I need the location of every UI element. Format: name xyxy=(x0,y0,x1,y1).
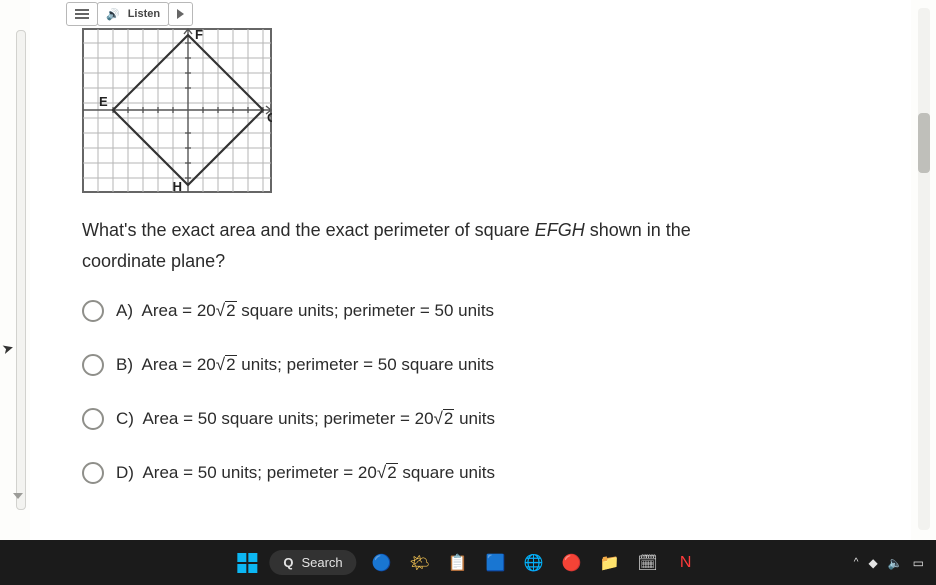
answer-d-letter: D) xyxy=(116,463,134,482)
app-window: ➤ 🔊 Listen xyxy=(0,0,936,540)
taskbar-search[interactable]: Q Search xyxy=(269,550,356,575)
answer-b-rad: 2 xyxy=(225,355,236,373)
volume-icon[interactable]: 🔈 xyxy=(888,556,903,570)
radio-b[interactable] xyxy=(82,354,104,376)
scroll-track[interactable] xyxy=(918,8,930,530)
answer-a-rad: 2 xyxy=(225,301,236,319)
answer-d-pre: Area = 50 units; perimeter = xyxy=(142,463,357,482)
answer-b-pre: Area = xyxy=(142,355,197,374)
coordinate-diagram: E F G H xyxy=(82,28,272,193)
listen-button[interactable]: 🔊 Listen xyxy=(97,2,169,26)
play-icon xyxy=(177,9,184,19)
question-line2: coordinate plane? xyxy=(82,251,225,271)
answer-b-label: B) Area = 20√2 units; perimeter = 50 squ… xyxy=(116,355,494,375)
explorer-icon[interactable]: 📁 xyxy=(597,550,623,576)
top-toolbar: 🔊 Listen xyxy=(66,2,193,26)
answer-c-pre: Area = 50 square units; perimeter = xyxy=(142,409,414,428)
answer-list: A) Area = 20√2 square units; perimeter =… xyxy=(82,300,851,484)
answer-c-letter: C) xyxy=(116,409,134,428)
question-line1-post: shown in the xyxy=(585,220,691,240)
question-text: What's the exact area and the exact peri… xyxy=(82,215,851,276)
answer-d-mid: square units xyxy=(398,463,495,482)
answer-option-d[interactable]: D) Area = 50 units; perimeter = 20√2 squ… xyxy=(82,462,851,484)
search-icon: Q xyxy=(283,555,293,570)
answer-d-num: 20 xyxy=(358,463,377,482)
answer-a-pre: Area = xyxy=(142,301,197,320)
answer-option-c[interactable]: C) Area = 50 square units; perimeter = 2… xyxy=(82,408,851,430)
chrome-icon[interactable]: 🔴 xyxy=(559,550,585,576)
task-view-icon[interactable]: 📋 xyxy=(445,550,471,576)
play-button[interactable] xyxy=(168,2,193,26)
answer-c-num: 20 xyxy=(415,409,434,428)
windows-taskbar: Q Search 🔵 🌤 📋 🟦 🌐 🔴 📁 🗓 N ^ ◆ 🔈 ▭ xyxy=(0,540,936,585)
wifi-icon[interactable]: ◆ xyxy=(868,556,877,570)
weather-icon[interactable]: 🌤 xyxy=(407,550,433,576)
svg-text:E: E xyxy=(99,94,108,109)
copilot-icon[interactable]: 🟦 xyxy=(483,550,509,576)
taskbar-app-icons: 🔵 🌤 📋 🟦 🌐 🔴 📁 🗓 N xyxy=(369,550,699,576)
menu-button[interactable] xyxy=(66,2,98,26)
question-line1-pre: What's the exact area and the exact peri… xyxy=(82,220,535,240)
start-button[interactable] xyxy=(237,553,257,573)
radio-a[interactable] xyxy=(82,300,104,322)
scroll-thumb[interactable] xyxy=(918,113,930,173)
cursor-icon: ➤ xyxy=(0,339,16,358)
listen-label: Listen xyxy=(128,8,160,20)
hamburger-icon xyxy=(75,9,89,19)
answer-c-rad: 2 xyxy=(443,409,454,427)
svg-text:G: G xyxy=(267,110,272,125)
left-scrollbar[interactable] xyxy=(16,30,26,510)
answer-d-rad: 2 xyxy=(386,463,397,481)
taskbar-center: Q Search 🔵 🌤 📋 🟦 🌐 🔴 📁 🗓 N xyxy=(237,550,698,576)
svg-text:H: H xyxy=(173,179,182,193)
answer-c-mid: units xyxy=(454,409,495,428)
content-panel: 🔊 Listen xyxy=(30,0,911,540)
notion-icon[interactable]: N xyxy=(673,550,699,576)
answer-b-letter: B) xyxy=(116,355,133,374)
answer-option-a[interactable]: A) Area = 20√2 square units; perimeter =… xyxy=(82,300,851,322)
battery-icon[interactable]: ▭ xyxy=(913,556,924,570)
answer-d-label: D) Area = 50 units; perimeter = 20√2 squ… xyxy=(116,463,495,483)
answer-c-label: C) Area = 50 square units; perimeter = 2… xyxy=(116,409,495,429)
answer-a-label: A) Area = 20√2 square units; perimeter =… xyxy=(116,301,494,321)
widget-icon[interactable]: 🔵 xyxy=(369,550,395,576)
speaker-icon: 🔊 xyxy=(106,8,120,21)
calendar-icon[interactable]: 🗓 xyxy=(635,550,661,576)
answer-a-letter: A) xyxy=(116,301,133,320)
system-tray[interactable]: ^ ◆ 🔈 ▭ xyxy=(854,556,924,570)
radio-c[interactable] xyxy=(82,408,104,430)
svg-text:F: F xyxy=(195,28,203,42)
right-scrollbar[interactable] xyxy=(918,8,930,530)
answer-b-num: 20 xyxy=(197,355,216,374)
radio-d[interactable] xyxy=(82,462,104,484)
answer-b-mid: units; perimeter = 50 square units xyxy=(237,355,495,374)
answer-option-b[interactable]: B) Area = 20√2 units; perimeter = 50 squ… xyxy=(82,354,851,376)
edge-icon[interactable]: 🌐 xyxy=(521,550,547,576)
question-shape-name: EFGH xyxy=(535,220,585,240)
tray-chevron-icon[interactable]: ^ xyxy=(854,557,859,568)
search-placeholder: Search xyxy=(301,555,342,570)
answer-a-num: 20 xyxy=(197,301,216,320)
answer-a-mid: square units; perimeter = 50 units xyxy=(237,301,495,320)
